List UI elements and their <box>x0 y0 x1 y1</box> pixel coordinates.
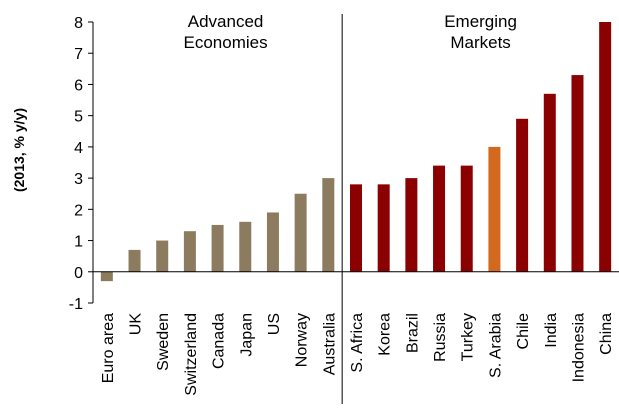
y-tick-label: 8 <box>74 15 83 32</box>
bar-korea <box>377 184 390 272</box>
bar-china <box>599 22 612 272</box>
bar-canada <box>211 224 224 272</box>
bar-australia <box>322 178 335 272</box>
bar-switzerland <box>183 231 196 272</box>
group-label: Advanced <box>188 12 264 31</box>
y-tick-label: 3 <box>74 171 83 188</box>
x-tick-label: Switzerland <box>183 313 200 396</box>
x-tick-label: S. Africa <box>349 313 366 373</box>
bar-sweden <box>156 240 169 272</box>
x-tick-label: Canada <box>211 313 228 369</box>
bar-chile <box>516 118 529 272</box>
y-axis-label: (2013, % y/y) <box>11 108 27 192</box>
x-tick-label: Korea <box>377 313 394 356</box>
bars <box>100 22 612 282</box>
bar-euro-area <box>100 271 113 282</box>
bar-s-arabia <box>488 146 501 272</box>
axes <box>92 14 619 404</box>
x-tick-label: Brazil <box>404 313 421 353</box>
y-tick-label: 0 <box>74 265 83 282</box>
category-labels: Euro area UK Sweden Switzerland Canada Japan U… <box>100 313 615 396</box>
y-tick-label: 4 <box>74 140 83 157</box>
group-labels: Advanced Economies Emerging Markets <box>184 12 517 52</box>
x-tick-label: UK <box>128 313 145 336</box>
y-tick-label: 1 <box>74 234 83 251</box>
x-tick-label: Turkey <box>460 313 477 361</box>
bar-uk <box>128 249 141 272</box>
x-tick-label: Australia <box>321 313 338 375</box>
bar-turkey <box>460 165 473 272</box>
x-tick-label: US <box>266 313 283 335</box>
bar-s-africa <box>350 184 362 272</box>
bar-japan <box>239 221 252 272</box>
x-tick-label: Chile <box>515 313 532 350</box>
x-tick-label: Sweden <box>155 313 172 371</box>
x-tick-label: Japan <box>238 313 255 357</box>
x-tick-label: Indonesia <box>570 313 587 382</box>
y-tick-label: 7 <box>74 46 83 63</box>
y-tick-label: 5 <box>74 109 83 126</box>
group-label: Emerging <box>444 12 517 31</box>
bar-brazil <box>405 178 418 272</box>
x-tick-label: S. Arabia <box>487 313 504 378</box>
y-axis-ticks: -1 0 1 2 3 4 5 6 7 8 <box>69 15 93 313</box>
x-tick-label: India <box>543 313 560 348</box>
bar-us <box>266 212 279 272</box>
x-tick-label: Norway <box>294 313 311 367</box>
x-tick-label: China <box>598 313 615 355</box>
group-label: Economies <box>184 33 268 52</box>
bar-norway <box>294 193 307 272</box>
bar-indonesia <box>571 75 584 272</box>
y-tick-label: 2 <box>74 202 83 219</box>
y-tick-label: -1 <box>69 296 83 313</box>
bar-russia <box>433 165 446 272</box>
y-tick-label: 6 <box>74 77 83 94</box>
x-tick-label: Euro area <box>100 313 117 383</box>
bar-india <box>543 93 556 272</box>
x-tick-label: Russia <box>432 313 449 362</box>
group-label: Markets <box>450 33 510 52</box>
